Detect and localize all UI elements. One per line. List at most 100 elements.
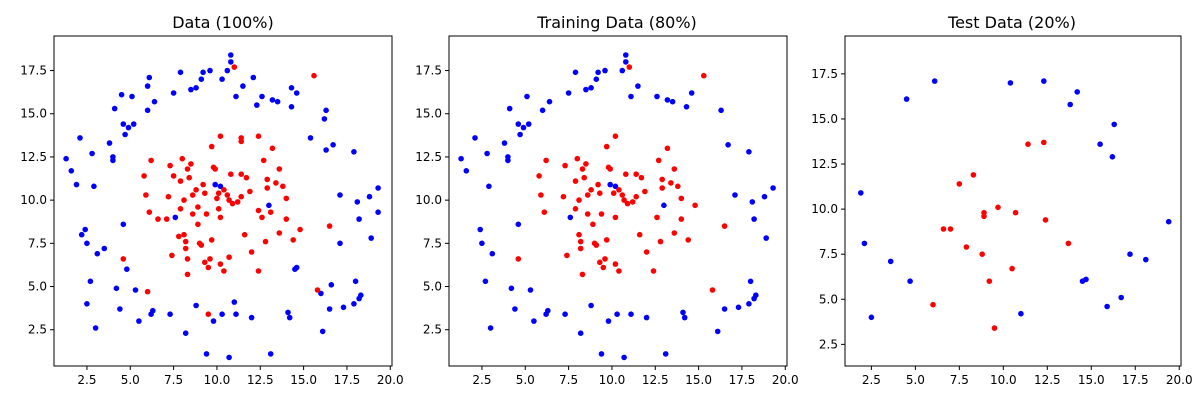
scatter-point <box>623 52 629 58</box>
scatter-point <box>177 69 184 76</box>
scatter-point <box>231 299 238 305</box>
scatter-point <box>314 287 321 293</box>
scatter-point <box>193 302 199 309</box>
scatter-point <box>181 197 187 203</box>
scatter-point <box>612 214 619 221</box>
scatter-point <box>642 188 648 195</box>
x-tick-label: 20.0 <box>377 373 404 387</box>
scatter-point <box>621 354 627 361</box>
scatter-point <box>273 180 279 186</box>
scatter-point <box>577 245 584 252</box>
scatter-point <box>624 200 631 207</box>
scatter-point <box>688 90 695 96</box>
scatter-point <box>1074 89 1080 95</box>
scatter-point <box>669 98 676 105</box>
scatter-point <box>595 181 601 188</box>
scatter-point <box>515 121 522 127</box>
x-tick-label: 12.5 <box>642 373 669 387</box>
scatter-point <box>172 214 179 221</box>
scatter-point <box>337 240 343 247</box>
scatter-point <box>212 181 218 188</box>
scatter-point <box>612 133 619 139</box>
scatter-point <box>593 76 600 82</box>
scatter-point <box>151 98 158 105</box>
scatter-point <box>1104 303 1110 310</box>
x-tick-label: 20.0 <box>772 373 799 387</box>
scatter-point <box>354 199 361 205</box>
scatter-point <box>226 354 232 361</box>
scatter-point <box>193 85 199 91</box>
scatter-point <box>240 83 246 89</box>
scatter-point <box>562 162 568 169</box>
scatter-point <box>655 157 662 164</box>
scatter-point <box>307 135 314 141</box>
scatter-point <box>940 226 947 232</box>
scatter-point <box>600 264 607 271</box>
subplot-all-data: Data (100%) 2.5 5.0 7.5 10.0 12.5 15.0 17.5 20.… <box>20 13 403 387</box>
scatter-point <box>751 216 757 222</box>
scatter-point <box>664 145 671 152</box>
scatter-point <box>515 221 522 228</box>
y-tick-label: 12.5 <box>20 150 47 164</box>
scatter-point <box>351 149 357 155</box>
scatter-point <box>375 185 381 191</box>
scatter-point <box>68 168 75 174</box>
scatter-point <box>195 204 201 210</box>
scatter-point <box>577 330 584 337</box>
scatter-point <box>662 351 669 357</box>
scatter-point <box>267 209 274 215</box>
scatter-point <box>1143 256 1149 263</box>
scatter-point <box>228 59 234 65</box>
scatter-point <box>907 278 913 285</box>
scatter-point <box>248 249 255 255</box>
scatter-point <box>101 245 108 252</box>
scatter-point <box>117 306 123 312</box>
scatter-point <box>146 209 153 215</box>
scatter-point <box>981 209 987 216</box>
scatter-point <box>930 301 936 308</box>
scatter-point <box>259 93 265 100</box>
y-tick-label: 12.5 <box>811 157 838 171</box>
scatter-point <box>472 135 478 141</box>
scatter-point <box>579 166 586 172</box>
scatter-point <box>598 211 605 217</box>
scatter-point <box>572 178 579 184</box>
scatter-point <box>628 93 634 100</box>
scatter-point <box>229 200 236 207</box>
scatter-point <box>255 268 262 274</box>
scatter-point <box>356 216 362 222</box>
scatter-point <box>264 176 271 183</box>
scatter-point <box>610 190 617 196</box>
scatter-point <box>215 190 222 196</box>
scatter-point <box>602 67 608 74</box>
scatter-point <box>113 285 120 292</box>
scatter-point <box>692 202 698 209</box>
x-tick-label: 17.5 <box>1122 373 1149 387</box>
scatter-point <box>124 266 130 273</box>
scatter-point <box>285 309 291 316</box>
scatter-point <box>120 121 127 127</box>
scatter-point <box>489 250 496 257</box>
scatter-point <box>903 96 910 102</box>
scatter-point <box>565 90 572 96</box>
y-tick-label: 12.5 <box>415 150 442 164</box>
scatter-point <box>269 145 276 152</box>
scatter-point <box>146 74 153 81</box>
scatter-point <box>77 135 83 141</box>
scatter-point <box>351 301 357 307</box>
scatter-point <box>567 214 574 221</box>
x-tick-label: 7.5 <box>950 373 969 387</box>
scatter-point <box>207 256 213 262</box>
scatter-point <box>144 288 151 295</box>
scatter-point <box>233 311 239 318</box>
scatter-point <box>747 278 754 285</box>
scatter-point <box>260 157 267 164</box>
scatter-point <box>177 178 184 184</box>
y-tick-label: 7.5 <box>819 247 838 261</box>
scatter-point <box>368 235 375 241</box>
x-ticks: 2.5 5.0 7.5 10.0 12.5 15.0 17.5 20.0 <box>77 366 404 387</box>
scatter-point <box>602 256 608 262</box>
scatter-point <box>654 93 660 100</box>
scatter-point <box>979 251 985 257</box>
